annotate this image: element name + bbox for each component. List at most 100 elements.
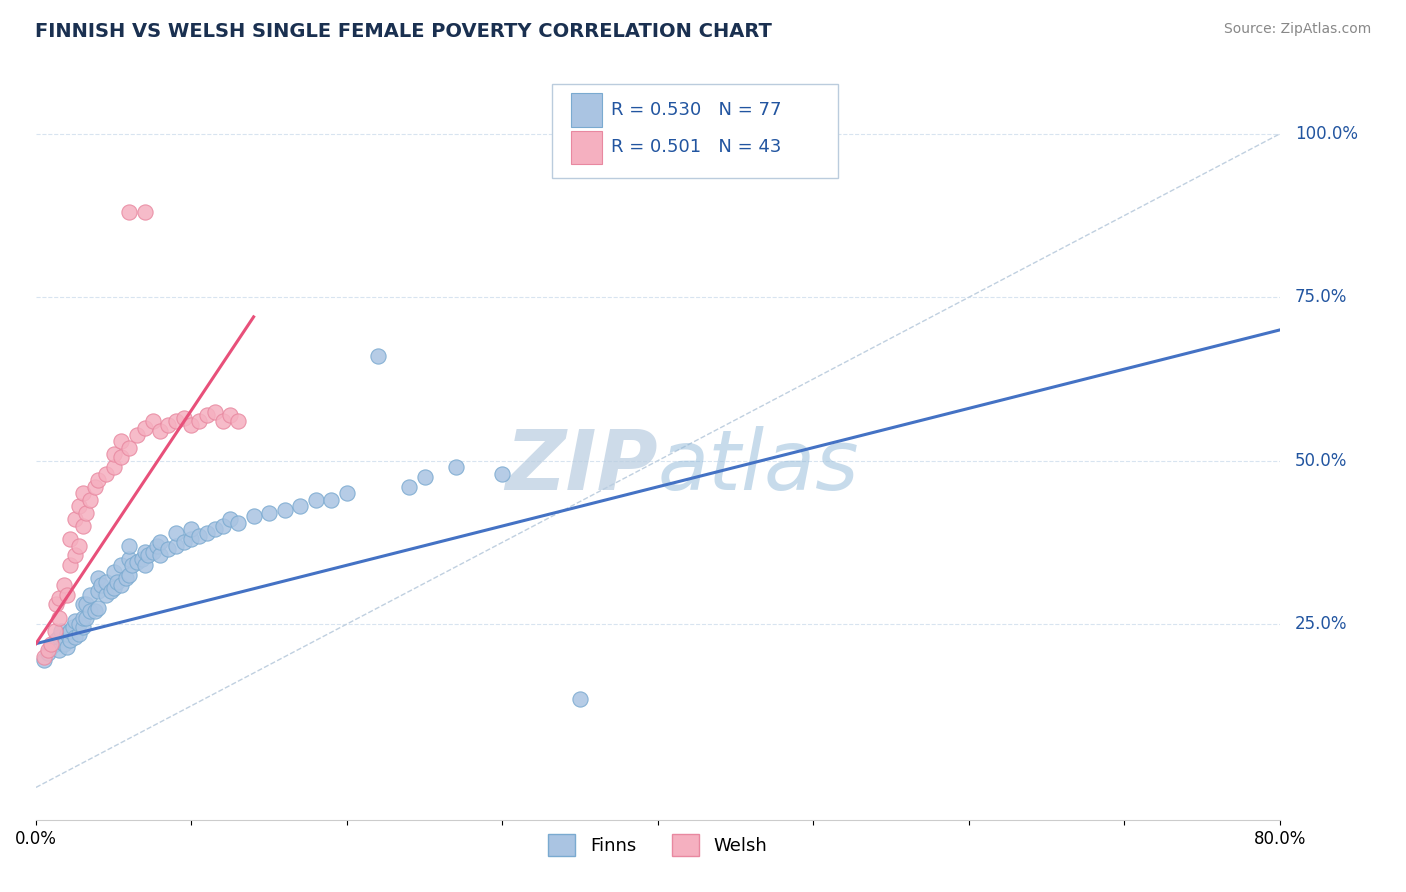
Point — [59, 624, 82, 638]
Text: 75.0%: 75.0% — [1295, 288, 1347, 306]
Point — [44, 637, 66, 651]
Point — [69, 617, 91, 632]
Text: 50.0%: 50.0% — [1295, 451, 1347, 470]
Point — [79, 588, 101, 602]
Point — [165, 414, 187, 428]
Point — [41, 637, 63, 651]
Point — [62, 620, 84, 634]
Point — [131, 551, 153, 566]
Point — [37, 643, 59, 657]
Point — [115, 571, 138, 585]
Point — [180, 417, 202, 432]
Point — [37, 647, 59, 661]
Point — [569, 692, 592, 706]
Point — [188, 529, 211, 543]
Point — [110, 450, 132, 465]
Point — [165, 539, 187, 553]
Point — [204, 522, 226, 536]
Point — [48, 610, 70, 624]
Point — [41, 640, 63, 654]
Point — [72, 519, 94, 533]
Point — [173, 411, 195, 425]
Text: R = 0.501   N = 43: R = 0.501 N = 43 — [610, 138, 780, 156]
Point — [188, 414, 211, 428]
Point — [103, 565, 125, 579]
Point — [72, 620, 94, 634]
Point — [72, 486, 94, 500]
Point — [105, 574, 128, 589]
Point — [125, 427, 148, 442]
Point — [49, 624, 72, 638]
Point — [219, 408, 242, 422]
Point — [59, 532, 82, 546]
Point — [211, 414, 233, 428]
Point — [75, 610, 97, 624]
Text: FINNISH VS WELSH SINGLE FEMALE POVERTY CORRELATION CHART: FINNISH VS WELSH SINGLE FEMALE POVERTY C… — [35, 22, 772, 41]
FancyBboxPatch shape — [571, 130, 602, 164]
Point — [491, 467, 513, 481]
Point — [94, 588, 117, 602]
Point — [56, 640, 79, 654]
Point — [48, 591, 70, 605]
Point — [87, 584, 110, 599]
Point — [118, 205, 141, 219]
Point — [444, 460, 467, 475]
Point — [398, 480, 420, 494]
Text: atlas: atlas — [658, 426, 859, 508]
Point — [75, 506, 97, 520]
Point — [134, 558, 156, 573]
Point — [149, 424, 172, 438]
Point — [125, 555, 148, 569]
Point — [79, 492, 101, 507]
Point — [136, 549, 159, 563]
Point — [226, 414, 249, 428]
FancyBboxPatch shape — [571, 93, 602, 127]
Point — [84, 604, 107, 618]
Point — [134, 545, 156, 559]
Point — [87, 473, 110, 487]
Point — [59, 633, 82, 648]
Point — [121, 558, 143, 573]
Text: ZIP: ZIP — [505, 426, 658, 508]
Point — [157, 417, 180, 432]
Point — [305, 492, 328, 507]
Point — [134, 205, 156, 219]
Point — [118, 551, 141, 566]
Point — [134, 421, 156, 435]
Point — [52, 637, 75, 651]
Point — [118, 568, 141, 582]
Point — [149, 549, 172, 563]
Point — [180, 522, 202, 536]
Point — [321, 492, 343, 507]
Point — [84, 480, 107, 494]
FancyBboxPatch shape — [553, 84, 838, 178]
Point — [56, 627, 79, 641]
Point — [32, 653, 55, 667]
Point — [413, 470, 436, 484]
Point — [100, 584, 122, 599]
Point — [157, 541, 180, 556]
Point — [118, 539, 141, 553]
Point — [146, 539, 169, 553]
Point — [110, 434, 132, 448]
Point — [63, 614, 86, 628]
Point — [211, 519, 233, 533]
Point — [204, 404, 226, 418]
Point — [242, 509, 264, 524]
Point — [63, 630, 86, 644]
Point — [103, 460, 125, 475]
Point — [94, 467, 117, 481]
Point — [273, 502, 295, 516]
Point — [367, 349, 389, 363]
Text: Source: ZipAtlas.com: Source: ZipAtlas.com — [1223, 22, 1371, 37]
Point — [45, 598, 67, 612]
Point — [149, 535, 172, 549]
Point — [63, 549, 86, 563]
Point — [45, 633, 67, 648]
Point — [141, 414, 163, 428]
Point — [336, 486, 359, 500]
Point — [72, 598, 94, 612]
Text: 100.0%: 100.0% — [1295, 125, 1358, 143]
Point — [110, 558, 132, 573]
Point — [32, 649, 55, 664]
